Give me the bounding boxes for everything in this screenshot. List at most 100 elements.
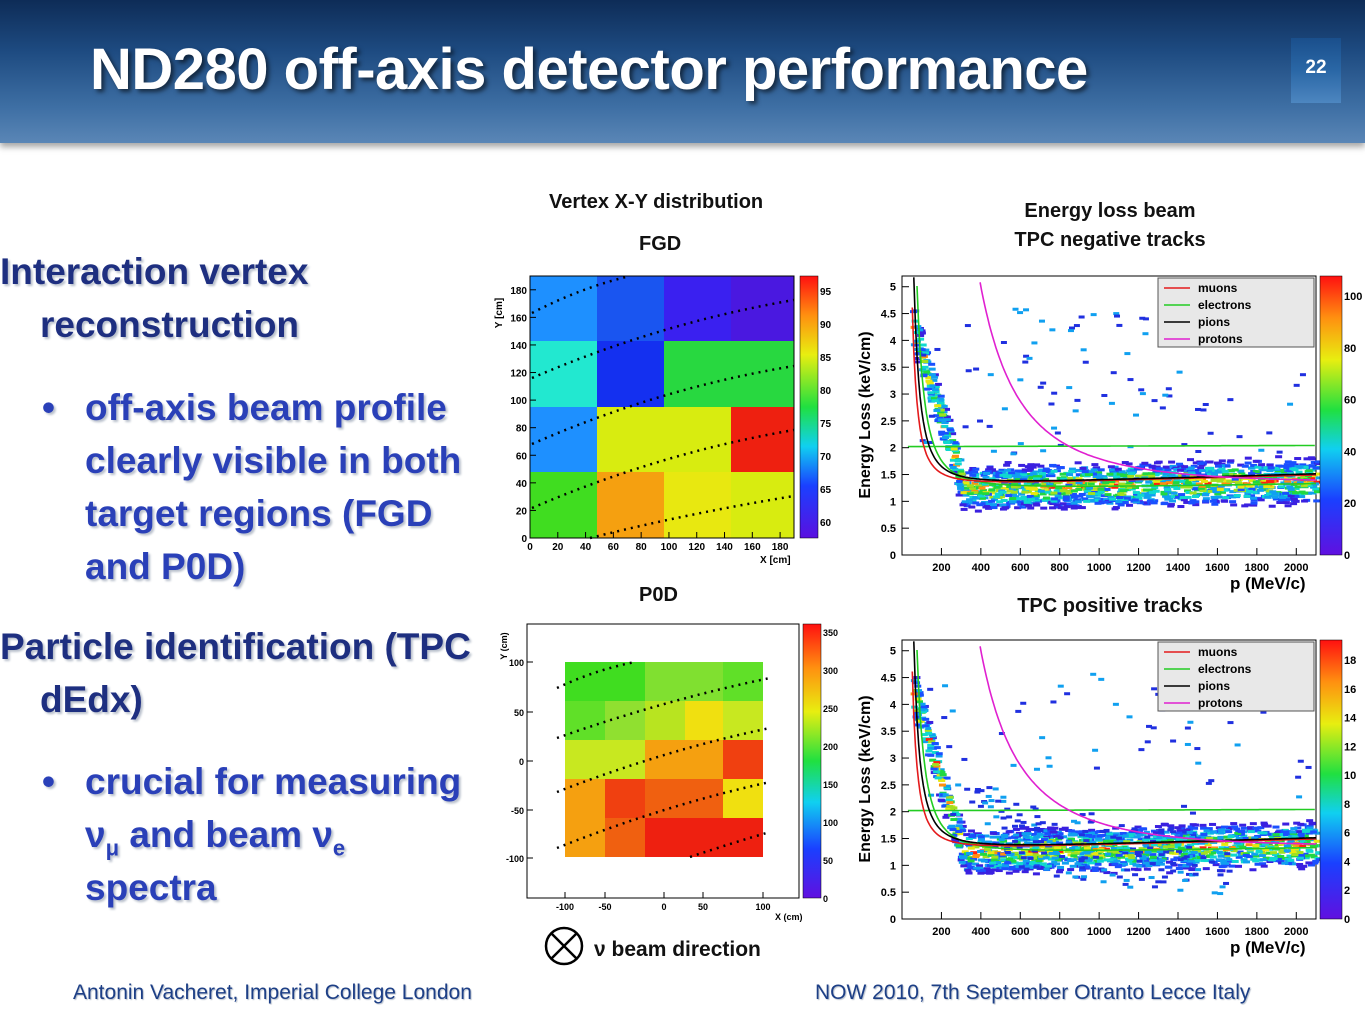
tpc-cell — [1020, 495, 1028, 499]
tpc-cell — [1167, 824, 1175, 828]
tpc-outlier-cell — [1070, 858, 1077, 862]
tpc-cell — [1229, 495, 1237, 499]
tpc-cell — [1239, 823, 1247, 827]
tpc-cell — [1205, 854, 1213, 858]
tpc-cell — [1058, 492, 1066, 496]
tpc-cell — [1247, 830, 1255, 834]
tpc-outlier-cell — [1108, 401, 1115, 405]
tpc-z-tick-label: 16 — [1344, 684, 1356, 696]
tpc-cell — [1040, 506, 1048, 510]
tpc-cell — [1086, 486, 1094, 490]
tpc-cell — [1188, 868, 1196, 872]
tpc-cell — [1250, 496, 1258, 500]
p0d-x-tick-label: 50 — [698, 902, 708, 912]
tpc-cell — [1278, 485, 1286, 489]
tpc-cell — [1009, 859, 1017, 863]
tpc-cell — [1175, 867, 1183, 871]
tpc-cell — [991, 868, 999, 872]
tpc-outlier-cell — [1136, 864, 1143, 868]
tpc-cell — [1173, 856, 1181, 860]
tpc-outlier-cell — [1039, 736, 1046, 740]
p0d-x-tick-label: -50 — [598, 902, 611, 912]
tpc-cell — [1191, 826, 1199, 830]
tpc-cell — [1035, 475, 1043, 479]
tpc-cell — [1038, 854, 1046, 858]
tpc-cell — [1081, 470, 1089, 474]
tpc-cell — [1237, 488, 1245, 492]
tpc-outlier-cell — [1037, 385, 1044, 389]
pion-curve — [913, 641, 1316, 846]
tpc-cell — [1263, 466, 1271, 470]
tpc-cell — [1166, 850, 1174, 854]
tpc-cell — [1180, 852, 1188, 856]
tpc-cell — [981, 841, 989, 845]
tpc-cell — [987, 868, 995, 872]
tpc-cell — [976, 503, 984, 507]
tpc-cell — [1135, 474, 1143, 478]
tpc-cell — [1030, 492, 1038, 496]
tpc-cell — [931, 399, 939, 403]
tpc-outlier-cell — [1184, 726, 1191, 730]
tpc-cell — [1227, 459, 1235, 463]
tpc-cell — [1244, 492, 1252, 496]
tpc-cell — [1265, 492, 1273, 496]
tpc-outlier-cell — [1143, 844, 1150, 848]
tpc-cell — [988, 499, 996, 503]
tpc-cell — [1192, 860, 1200, 864]
tpc-y-tick-label: 5 — [890, 646, 896, 658]
tpc-cell — [949, 458, 957, 462]
tpc-cell — [1056, 832, 1064, 836]
tpc-cell — [1053, 862, 1061, 866]
tpc-cell — [932, 390, 940, 394]
fgd-x-tick-label: 80 — [636, 542, 648, 553]
tpc-cell — [1042, 467, 1050, 471]
tpc-cell — [1103, 487, 1111, 491]
tpc-cell — [1271, 492, 1279, 496]
tpc-cell — [1221, 488, 1229, 492]
tpc-cell — [986, 466, 994, 470]
tpc-cell — [1109, 858, 1117, 862]
tpc-cell — [1298, 495, 1306, 499]
tpc-outlier-cell — [998, 809, 1005, 813]
tpc-outlier-cell — [1081, 856, 1088, 860]
tpc-y-tick-label: 3 — [890, 389, 896, 401]
tpc-cell — [1310, 861, 1318, 865]
tpc-outlier-cell — [1137, 850, 1144, 854]
tpc-cell — [1083, 499, 1091, 503]
tpc-cell — [1065, 485, 1073, 489]
tpc-cell — [999, 503, 1007, 507]
tpc-cell — [1240, 858, 1248, 862]
tpc-outlier-cell — [977, 804, 984, 808]
tpc-cell — [956, 832, 964, 836]
tpc-cell — [1218, 828, 1226, 832]
tpc-cell — [1032, 872, 1040, 876]
tpc-cell — [1137, 837, 1145, 841]
tpc-negative-dedx-plot: 200 400 600 800 1000 1200 1400 1600 1800 200000.5… — [857, 275, 1362, 593]
tpc-cell — [1123, 854, 1131, 858]
tpc-cell — [1297, 822, 1305, 826]
tpc-cell — [1106, 832, 1114, 836]
sub-bullet-2-line-3: spectra — [85, 867, 217, 908]
tpc-cell — [1166, 838, 1174, 842]
tpc-cell — [1277, 498, 1285, 502]
tpc-cell — [950, 833, 958, 837]
fgd-cell — [530, 407, 597, 472]
tpc-cell — [1202, 867, 1210, 871]
tpc-cell — [920, 705, 928, 709]
tpc-cell — [1134, 825, 1142, 829]
tpc-cell — [1012, 827, 1020, 831]
tpc-cell — [951, 454, 959, 458]
tpc-cell — [1037, 489, 1045, 493]
tpc-cell — [985, 859, 993, 863]
tpc-cell — [1226, 473, 1234, 477]
tpc-cell — [1180, 485, 1188, 489]
tpc-cell — [955, 830, 963, 834]
fgd-y-tick-label: 140 — [510, 341, 527, 352]
tpc-outlier-cell — [992, 787, 999, 791]
tpc-cell — [1171, 851, 1179, 855]
tpc-outlier-cell — [1266, 431, 1273, 435]
tpc-x-tick-label: 2000 — [1284, 926, 1308, 938]
tpc-cell — [1037, 845, 1045, 849]
tpc-cell — [958, 860, 966, 864]
tpc-cell — [1000, 858, 1008, 862]
